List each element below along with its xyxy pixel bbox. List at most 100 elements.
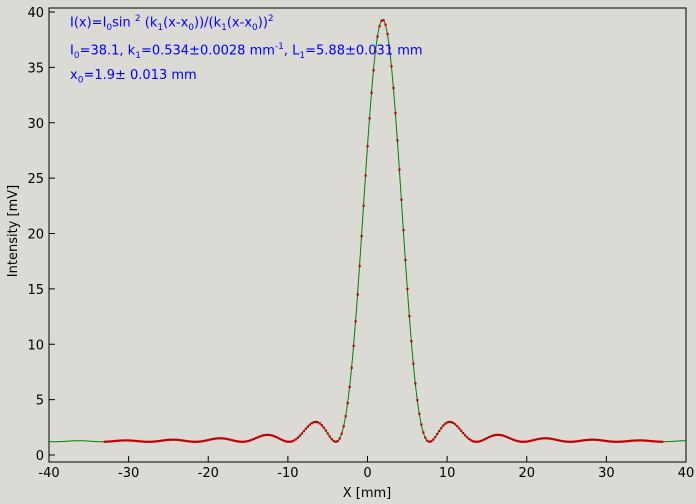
data-point <box>374 50 377 53</box>
data-point <box>322 426 325 429</box>
data-point <box>203 439 206 442</box>
data-point <box>328 435 331 438</box>
data-point <box>193 440 196 443</box>
data-point <box>505 435 509 439</box>
data-point <box>312 421 315 424</box>
data-point <box>292 439 296 442</box>
data-point <box>603 439 606 442</box>
data-point <box>573 440 576 443</box>
x0-text: x <box>70 68 78 83</box>
data-point <box>145 440 148 443</box>
formula-sup: 2 <box>134 14 141 24</box>
data-point <box>535 438 538 441</box>
data-point <box>223 437 226 440</box>
data-point <box>430 440 433 443</box>
data-point <box>189 440 192 443</box>
param-text: =0.534±0.0028 mm <box>140 43 275 59</box>
data-point <box>167 438 170 441</box>
data-point <box>547 437 550 440</box>
data-point <box>274 435 278 439</box>
data-point <box>621 440 624 443</box>
data-point <box>326 432 329 435</box>
data-point <box>133 439 136 442</box>
data-point <box>306 425 309 428</box>
data-point <box>376 35 379 38</box>
y-tick-label: 10 <box>27 338 44 353</box>
data-point <box>529 439 532 442</box>
data-point <box>332 439 335 443</box>
data-point <box>493 434 497 437</box>
data-point <box>595 438 598 441</box>
data-point <box>601 439 604 442</box>
data-point <box>577 440 580 443</box>
data-point <box>378 25 381 28</box>
data-point <box>123 439 126 442</box>
data-point <box>420 423 423 426</box>
data-point <box>521 440 524 443</box>
data-points <box>103 19 664 443</box>
data-point <box>503 435 507 438</box>
data-point <box>659 440 662 443</box>
x-tick-label: 40 <box>678 466 695 481</box>
data-point <box>237 440 240 443</box>
data-point <box>533 438 536 441</box>
data-point <box>233 439 236 442</box>
data-point <box>653 440 656 443</box>
data-point <box>489 435 493 438</box>
data-point <box>617 440 620 443</box>
data-point <box>113 439 116 443</box>
data-point <box>408 315 411 318</box>
formula-text: sin <box>112 15 135 31</box>
data-point <box>304 427 307 430</box>
data-point <box>334 440 337 443</box>
data-point <box>119 439 122 442</box>
data-point <box>217 437 220 440</box>
data-point <box>565 440 568 443</box>
data-point <box>330 438 333 441</box>
data-point <box>191 440 194 443</box>
data-point <box>619 440 622 443</box>
data-point <box>579 439 582 442</box>
data-point <box>589 438 592 441</box>
formula-sub: 0 <box>106 22 113 33</box>
data-point <box>229 438 232 441</box>
data-point <box>356 293 359 296</box>
data-point <box>418 412 421 415</box>
data-point <box>153 440 156 443</box>
data-point <box>607 440 610 443</box>
data-point <box>567 440 570 443</box>
data-point <box>225 437 228 440</box>
data-point <box>392 86 395 90</box>
y-tick-label: 25 <box>27 172 44 187</box>
data-point <box>649 439 652 443</box>
data-point <box>344 415 347 418</box>
data-point <box>316 421 319 424</box>
formula-text: (x-x <box>163 15 189 31</box>
data-point <box>527 440 530 443</box>
y-axis-label: Intensity [mV] <box>6 185 21 277</box>
data-point <box>165 438 168 442</box>
data-point <box>368 117 371 120</box>
data-point <box>464 434 467 437</box>
data-point <box>121 439 124 442</box>
x-tick-label: 30 <box>598 466 615 481</box>
data-point <box>414 382 417 385</box>
data-point <box>541 437 544 440</box>
data-point <box>362 204 365 207</box>
data-point <box>475 440 479 443</box>
data-point <box>302 430 305 433</box>
data-point <box>422 431 425 434</box>
data-point <box>151 440 154 443</box>
data-point <box>575 440 578 443</box>
formula-sub: 0 <box>188 22 194 33</box>
data-point <box>481 438 485 442</box>
data-point <box>195 440 198 443</box>
data-point <box>438 429 441 433</box>
data-point <box>109 440 112 443</box>
data-point <box>149 440 152 443</box>
data-point <box>247 439 250 443</box>
data-point <box>137 440 140 443</box>
data-point <box>561 440 564 443</box>
data-point <box>169 438 172 441</box>
data-point <box>400 198 403 201</box>
